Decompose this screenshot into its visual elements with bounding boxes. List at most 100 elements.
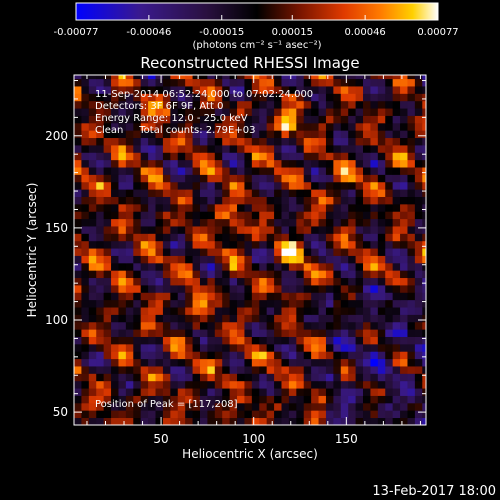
heatmap-cell <box>251 167 260 175</box>
heatmap-cell <box>177 174 186 183</box>
heatmap-cell <box>185 395 193 404</box>
heatmap-cell <box>118 277 127 286</box>
heatmap-cell <box>385 115 394 124</box>
heatmap-cell <box>111 248 119 256</box>
heatmap-cell <box>370 410 379 419</box>
heatmap-cell <box>125 122 134 131</box>
heatmap-cell <box>281 145 290 153</box>
heatmap-cell <box>422 351 426 360</box>
heatmap-cell <box>422 285 426 293</box>
heatmap-cell <box>414 211 423 220</box>
heatmap-cell <box>74 307 82 315</box>
heatmap-cell <box>370 395 379 404</box>
heatmap-cell <box>118 410 127 419</box>
heatmap-cell <box>237 159 245 168</box>
heatmap-cell <box>148 152 156 161</box>
heatmap-cell <box>385 86 394 94</box>
heatmap-cell <box>296 174 305 183</box>
heatmap-cell <box>414 115 423 124</box>
heatmap-cell <box>229 86 238 94</box>
heatmap-cell <box>303 218 312 227</box>
heatmap-cell <box>96 115 105 124</box>
heatmap-cell <box>81 240 90 249</box>
heatmap-cell <box>133 358 142 367</box>
heatmap-cell <box>355 366 364 374</box>
heatmap-cell <box>363 203 371 212</box>
heatmap-cell <box>74 86 82 94</box>
heatmap-cell <box>348 314 356 323</box>
heatmap-cell <box>281 203 290 212</box>
heatmap-cell <box>296 329 305 337</box>
heatmap-cell <box>199 145 208 153</box>
heatmap-cell <box>222 329 231 337</box>
heatmap-cell <box>222 248 231 256</box>
heatmap-cell <box>311 336 319 345</box>
heatmap-cell <box>140 388 149 396</box>
heatmap-cell <box>177 181 186 190</box>
heatmap-cell <box>385 329 394 337</box>
heatmap-cell <box>340 78 349 87</box>
heatmap-cell <box>170 410 179 419</box>
heatmap-cell <box>251 86 260 94</box>
heatmap-cell <box>303 93 312 102</box>
heatmap-cell <box>318 226 327 234</box>
y-axis-label: Heliocentric Y (arcsec) <box>25 183 39 318</box>
heatmap-cell <box>355 270 364 279</box>
heatmap-cell <box>274 226 282 234</box>
heatmap-cell <box>288 366 297 374</box>
heatmap-cell <box>237 108 245 116</box>
heatmap-cell <box>111 307 119 315</box>
heatmap-cell <box>311 226 319 234</box>
colorbar-tick-label: -0.00046 <box>126 27 171 38</box>
heatmap-cell <box>237 380 245 389</box>
heatmap-cell <box>400 262 408 271</box>
heatmap-cell <box>244 395 253 404</box>
heatmap-cell <box>348 307 356 315</box>
heatmap-cell <box>177 417 186 425</box>
heatmap-cell <box>96 152 105 161</box>
heatmap-cell <box>355 145 364 153</box>
heatmap-cell <box>111 75 119 80</box>
heatmap-cell <box>244 93 253 102</box>
heatmap-cell <box>229 78 238 87</box>
heatmap-cell <box>318 174 327 183</box>
heatmap-cell <box>363 115 371 124</box>
heatmap-cell <box>140 130 149 139</box>
heatmap-cell <box>111 292 119 301</box>
heatmap-cell <box>96 262 105 271</box>
heatmap-cell <box>111 343 119 352</box>
heatmap-cell <box>81 343 90 352</box>
heatmap-cell <box>222 181 231 190</box>
heatmap-cell <box>199 211 208 220</box>
heatmap-cell <box>237 388 245 396</box>
heatmap-cell <box>74 75 82 80</box>
heatmap-cell <box>385 218 394 227</box>
heatmap-cell <box>407 388 416 396</box>
heatmap-cell <box>392 196 401 205</box>
heatmap-cell <box>148 373 156 382</box>
heatmap-cell <box>340 321 349 330</box>
heatmap-cell <box>244 329 253 337</box>
heatmap-cell <box>422 262 426 271</box>
heatmap-cell <box>340 314 349 323</box>
heatmap-cell <box>266 255 275 264</box>
heatmap-cell <box>133 189 142 197</box>
heatmap-cell <box>140 115 149 124</box>
heatmap-cell <box>207 262 216 271</box>
heatmap-cell <box>274 196 282 205</box>
heatmap-cell <box>229 137 238 146</box>
heatmap-cell <box>103 130 112 139</box>
heatmap-cell <box>377 226 386 234</box>
heatmap-cell <box>207 233 216 242</box>
heatmap-cell <box>355 181 364 190</box>
heatmap-cell <box>148 380 156 389</box>
heatmap-cell <box>251 211 260 220</box>
heatmap-cell <box>333 93 342 102</box>
heatmap-cell <box>96 240 105 249</box>
heatmap-cell <box>125 240 134 249</box>
heatmap-cell <box>185 233 193 242</box>
heatmap-cell <box>259 93 268 102</box>
heatmap-cell <box>111 226 119 234</box>
heatmap-cell <box>148 307 156 315</box>
heatmap-cell <box>148 255 156 264</box>
